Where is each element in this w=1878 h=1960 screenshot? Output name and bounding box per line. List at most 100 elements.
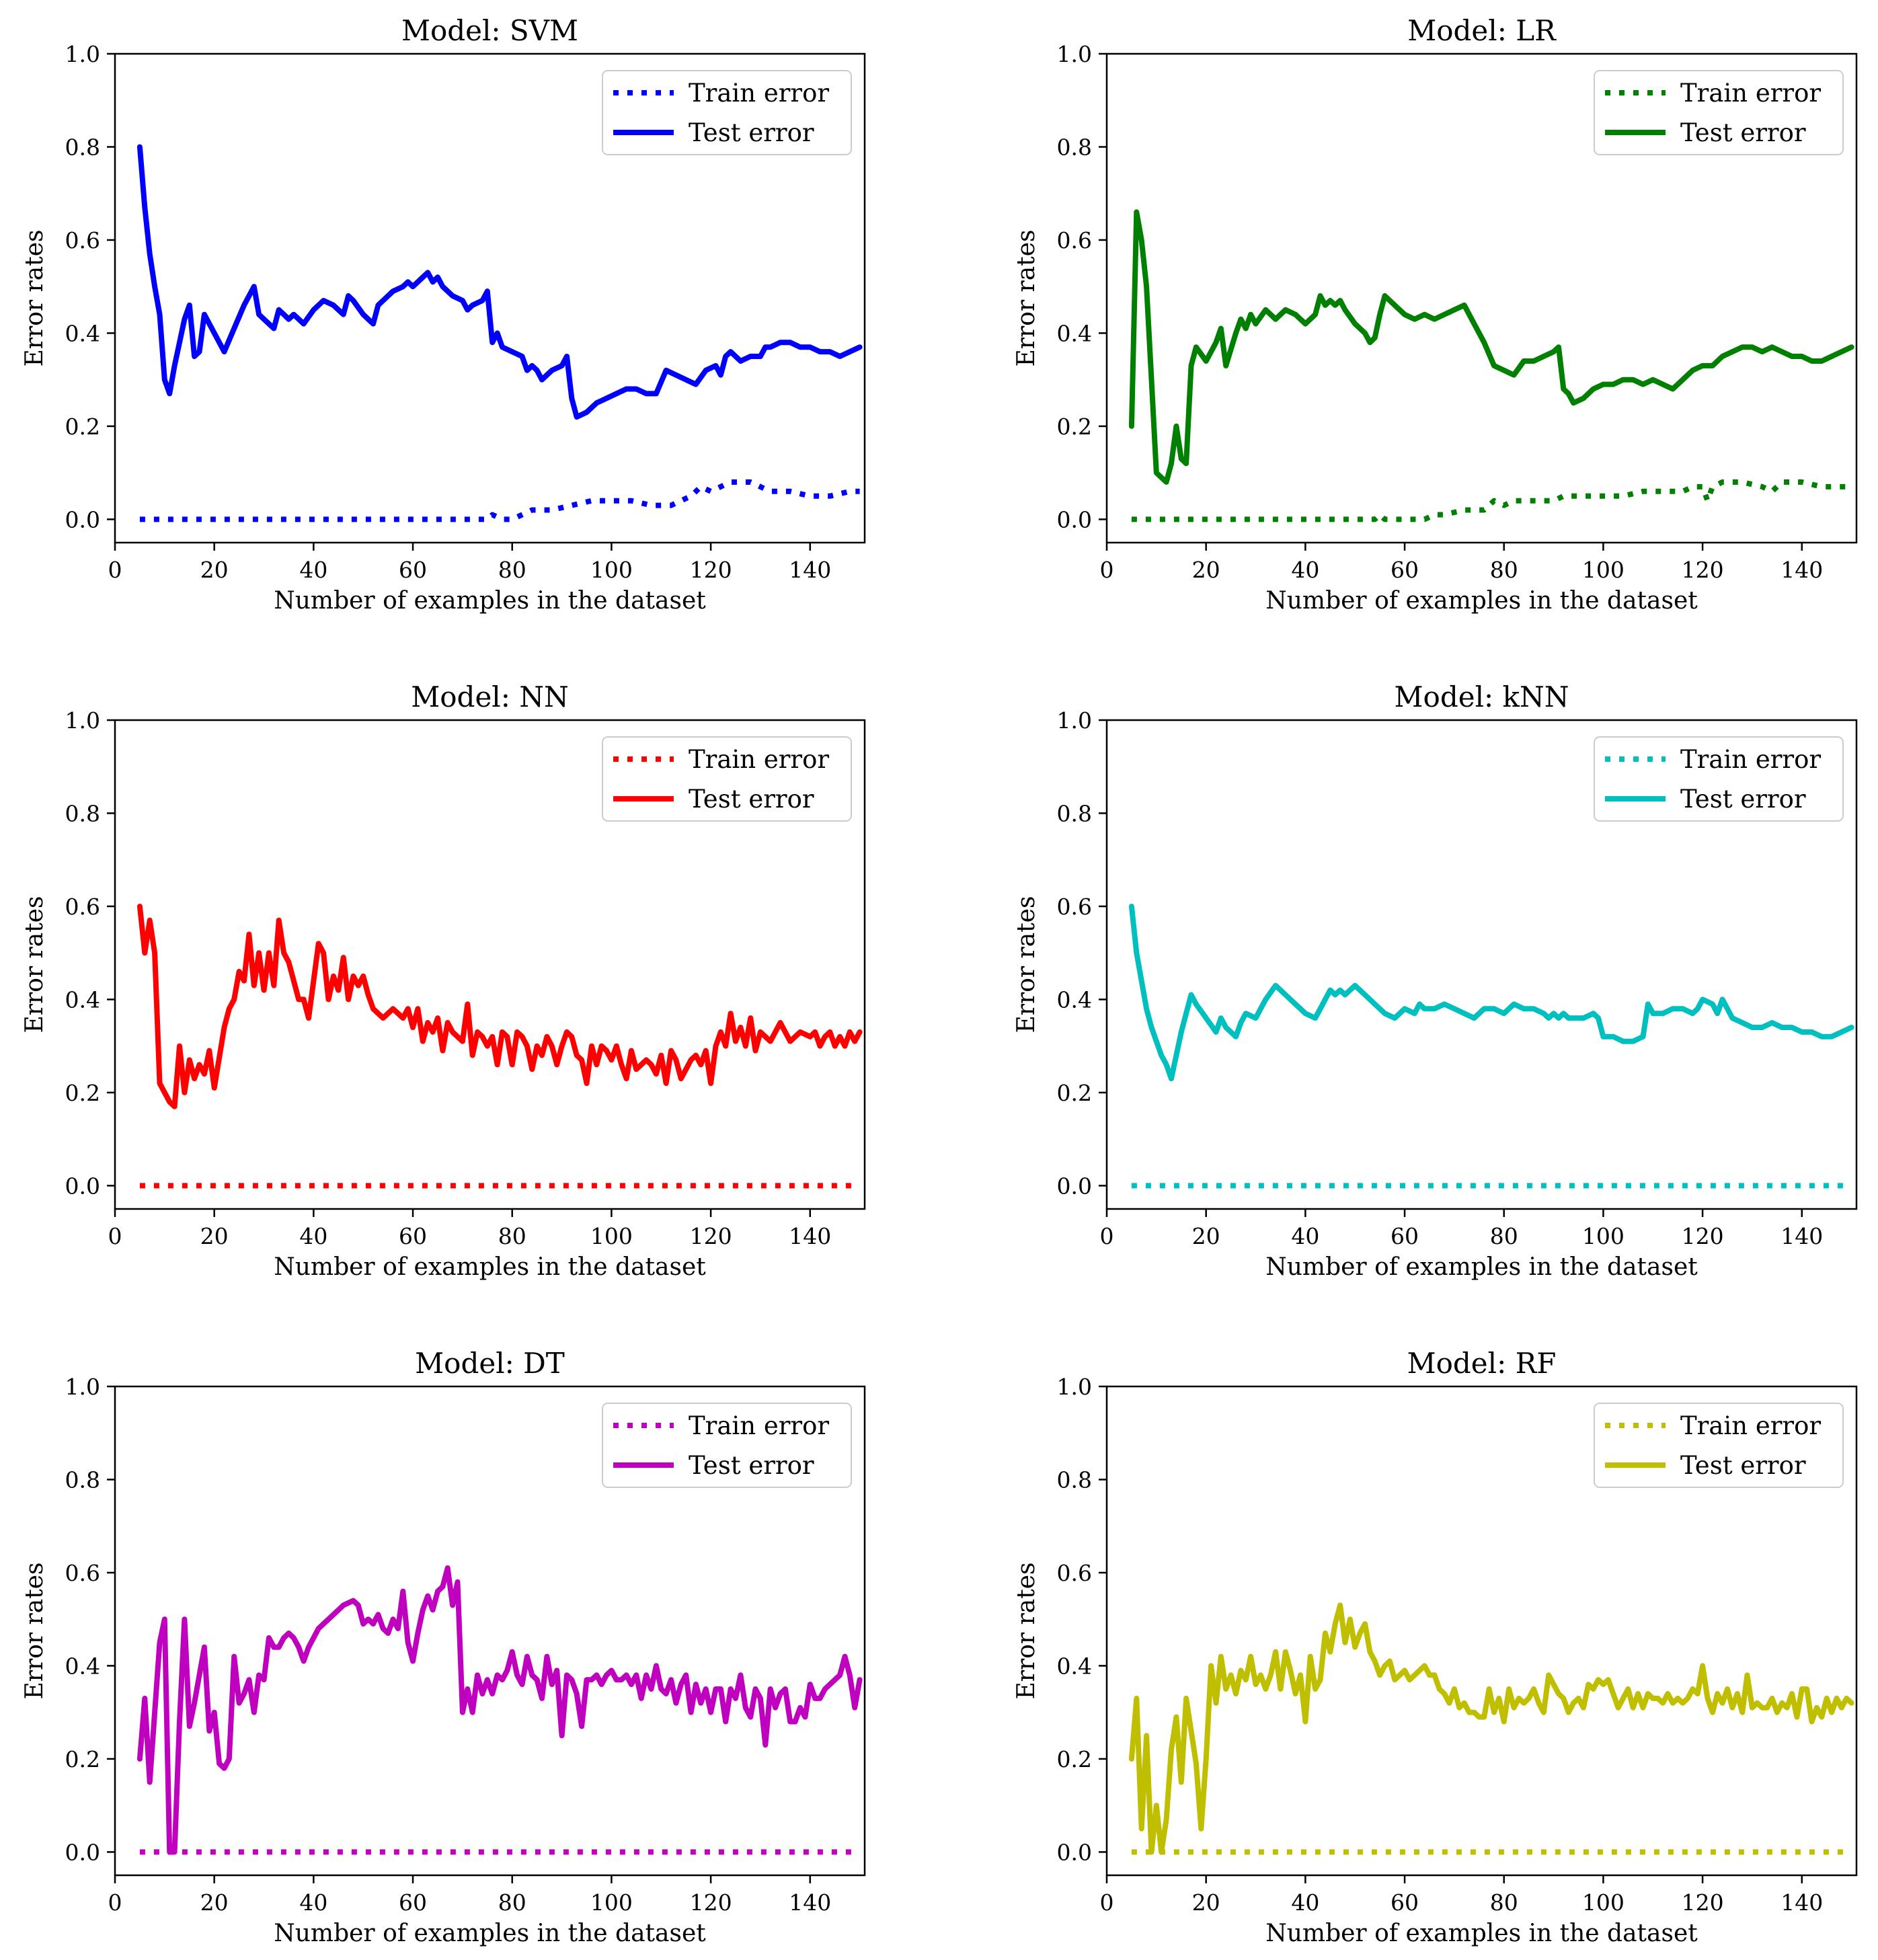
nn-x-tick-label: 120 <box>690 1223 732 1249</box>
dt-y-tick-label: 0.8 <box>65 1466 100 1493</box>
rf-y-tick-label: 0.2 <box>1057 1746 1092 1772</box>
nn-x-axis-label: Number of examples in the dataset <box>274 1253 706 1281</box>
nn-plot-frame <box>114 719 866 1210</box>
nn-y-tick-label: 0.4 <box>65 986 100 1013</box>
dt-y-tick-label: 1.0 <box>65 1374 100 1400</box>
rf-x-tick-label: 60 <box>1391 1889 1419 1916</box>
nn-legend: Train error Test error <box>602 736 852 822</box>
lr-chart-title: Model: LR <box>1407 14 1557 47</box>
knn-x-tick-label: 60 <box>1391 1223 1419 1249</box>
knn-x-tick-label: 40 <box>1291 1223 1319 1249</box>
lr-legend-test-label: Test error <box>1680 118 1806 147</box>
lr-x-tick-label: 20 <box>1192 557 1220 583</box>
dt-x-axis-label: Number of examples in the dataset <box>274 1920 706 1947</box>
nn-x-tick-label: 100 <box>590 1223 633 1249</box>
rf-plot-frame <box>1105 1385 1858 1877</box>
lr-y-tick-label: 0.6 <box>1057 227 1092 253</box>
chart-panel-nn: 0 20 40 60 80 100 120 140 0.0 0.2 0.4 0.6 0.8 1.0 Mode… <box>21 680 866 1281</box>
svm-x-tick-label: 0 <box>108 557 122 583</box>
rf-x-tick-label: 100 <box>1582 1889 1625 1916</box>
svm-x-tick-label: 60 <box>399 557 427 583</box>
svm-y-tick-label: 0.8 <box>65 134 100 160</box>
dt-y-tick-label: 0.2 <box>65 1746 100 1772</box>
knn-legend-test-label: Test error <box>1680 785 1806 814</box>
dt-x-tick-label: 20 <box>200 1889 229 1916</box>
dt-test-error-line <box>136 1565 863 1855</box>
dt-plot-frame <box>114 1385 866 1877</box>
nn-test-error-line <box>136 904 863 1109</box>
chart-panel-dt: 0 20 40 60 80 100 120 140 0.0 0.2 0.4 0.6 0.8 1.0 Mode… <box>21 1347 866 1947</box>
rf-test-error-line <box>1128 1602 1854 1855</box>
rf-x-axis-label: Number of examples in the dataset <box>1265 1920 1698 1947</box>
svm-chart-title: Model: SVM <box>401 14 578 47</box>
dt-x-tick-label: 40 <box>299 1889 327 1916</box>
nn-x-tick-label: 0 <box>108 1223 122 1249</box>
nn-x-tick-label: 20 <box>200 1223 229 1249</box>
svm-y-tick-label: 0.2 <box>65 414 100 440</box>
knn-legend-train-label: Train error <box>1680 745 1821 774</box>
rf-y-tick-label: 0.6 <box>1057 1560 1092 1586</box>
knn-y-tick-label: 1.0 <box>1057 707 1092 734</box>
rf-x-tick-label: 0 <box>1100 1889 1114 1916</box>
chart-panel-lr: 0 20 40 60 80 100 120 140 0.0 0.2 0.4 0.6 0.8 1.0 Mode… <box>1013 14 1858 615</box>
rf-y-tick-label: 1.0 <box>1057 1374 1092 1400</box>
lr-x-tick-label: 40 <box>1291 557 1319 583</box>
lr-x-tick-label: 100 <box>1582 557 1625 583</box>
knn-x-tick-label: 140 <box>1781 1223 1823 1249</box>
svm-x-tick-label: 40 <box>299 557 327 583</box>
nn-legend-test-label: Test error <box>689 785 814 814</box>
dt-x-tick-label: 100 <box>590 1889 633 1916</box>
nn-legend-train-label: Train error <box>689 745 829 774</box>
knn-x-tick-label: 120 <box>1682 1223 1724 1249</box>
rf-legend-test-label: Test error <box>1680 1451 1806 1480</box>
svm-y-tick-label: 0.0 <box>65 506 100 533</box>
nn-y-tick-label: 0.0 <box>65 1173 100 1199</box>
svm-x-tick-label: 100 <box>590 557 633 583</box>
dt-y-tick-label: 0.6 <box>65 1560 100 1586</box>
svm-y-axis-label: Error rates <box>21 230 48 367</box>
rf-y-axis-label: Error rates <box>1013 1563 1040 1700</box>
svm-x-axis-label: Number of examples in the dataset <box>274 587 706 615</box>
nn-x-tick-label: 80 <box>498 1223 526 1249</box>
knn-x-tick-label: 0 <box>1100 1223 1114 1249</box>
svm-x-tick-label: 140 <box>789 557 831 583</box>
rf-x-tick-label: 120 <box>1682 1889 1724 1916</box>
rf-x-tick-label: 40 <box>1291 1889 1319 1916</box>
dt-legend: Train error Test error <box>602 1403 852 1488</box>
nn-y-tick-label: 0.6 <box>65 894 100 920</box>
nn-y-axis-label: Error rates <box>21 896 48 1033</box>
rf-legend-train-label: Train error <box>1680 1411 1821 1440</box>
rf-y-tick-label: 0.4 <box>1057 1653 1092 1679</box>
knn-chart-title: Model: kNN <box>1395 680 1569 713</box>
dt-y-tick-label: 0.4 <box>65 1653 100 1679</box>
dt-x-tick-label: 80 <box>498 1889 526 1916</box>
dt-legend-train-label: Train error <box>689 1411 829 1440</box>
dt-x-tick-label: 60 <box>399 1889 427 1916</box>
dt-x-tick-label: 120 <box>690 1889 732 1916</box>
nn-x-tick-label: 60 <box>399 1223 427 1249</box>
lr-y-tick-label: 1.0 <box>1057 41 1092 67</box>
svm-legend-train-label: Train error <box>689 79 829 108</box>
knn-y-tick-label: 0.0 <box>1057 1173 1092 1199</box>
svm-x-tick-label: 20 <box>200 557 229 583</box>
lr-x-tick-label: 60 <box>1391 557 1419 583</box>
lr-legend: Train error Test error <box>1594 70 1844 155</box>
rf-x-tick-label: 20 <box>1192 1889 1220 1916</box>
svm-train-error-line <box>139 479 860 522</box>
chart-panel-knn: 0 20 40 60 80 100 120 140 0.0 0.2 0.4 0.6 0.8 1.0 Mode… <box>1013 680 1858 1281</box>
svm-plot-frame <box>114 52 866 544</box>
knn-x-tick-label: 80 <box>1490 1223 1518 1249</box>
rf-x-tick-label: 140 <box>1781 1889 1823 1916</box>
knn-legend: Train error Test error <box>1594 736 1844 822</box>
dt-y-tick-label: 0.0 <box>65 1839 100 1865</box>
svm-legend-test-label: Test error <box>689 118 814 147</box>
svm-y-tick-label: 1.0 <box>65 41 100 67</box>
rf-chart-title: Model: RF <box>1407 1347 1557 1380</box>
lr-y-tick-label: 0.8 <box>1057 134 1092 160</box>
lr-y-tick-label: 0.0 <box>1057 506 1092 533</box>
knn-x-tick-label: 20 <box>1192 1223 1220 1249</box>
lr-x-tick-label: 120 <box>1682 557 1724 583</box>
lr-x-tick-label: 140 <box>1781 557 1823 583</box>
knn-plot-frame <box>1105 719 1858 1210</box>
